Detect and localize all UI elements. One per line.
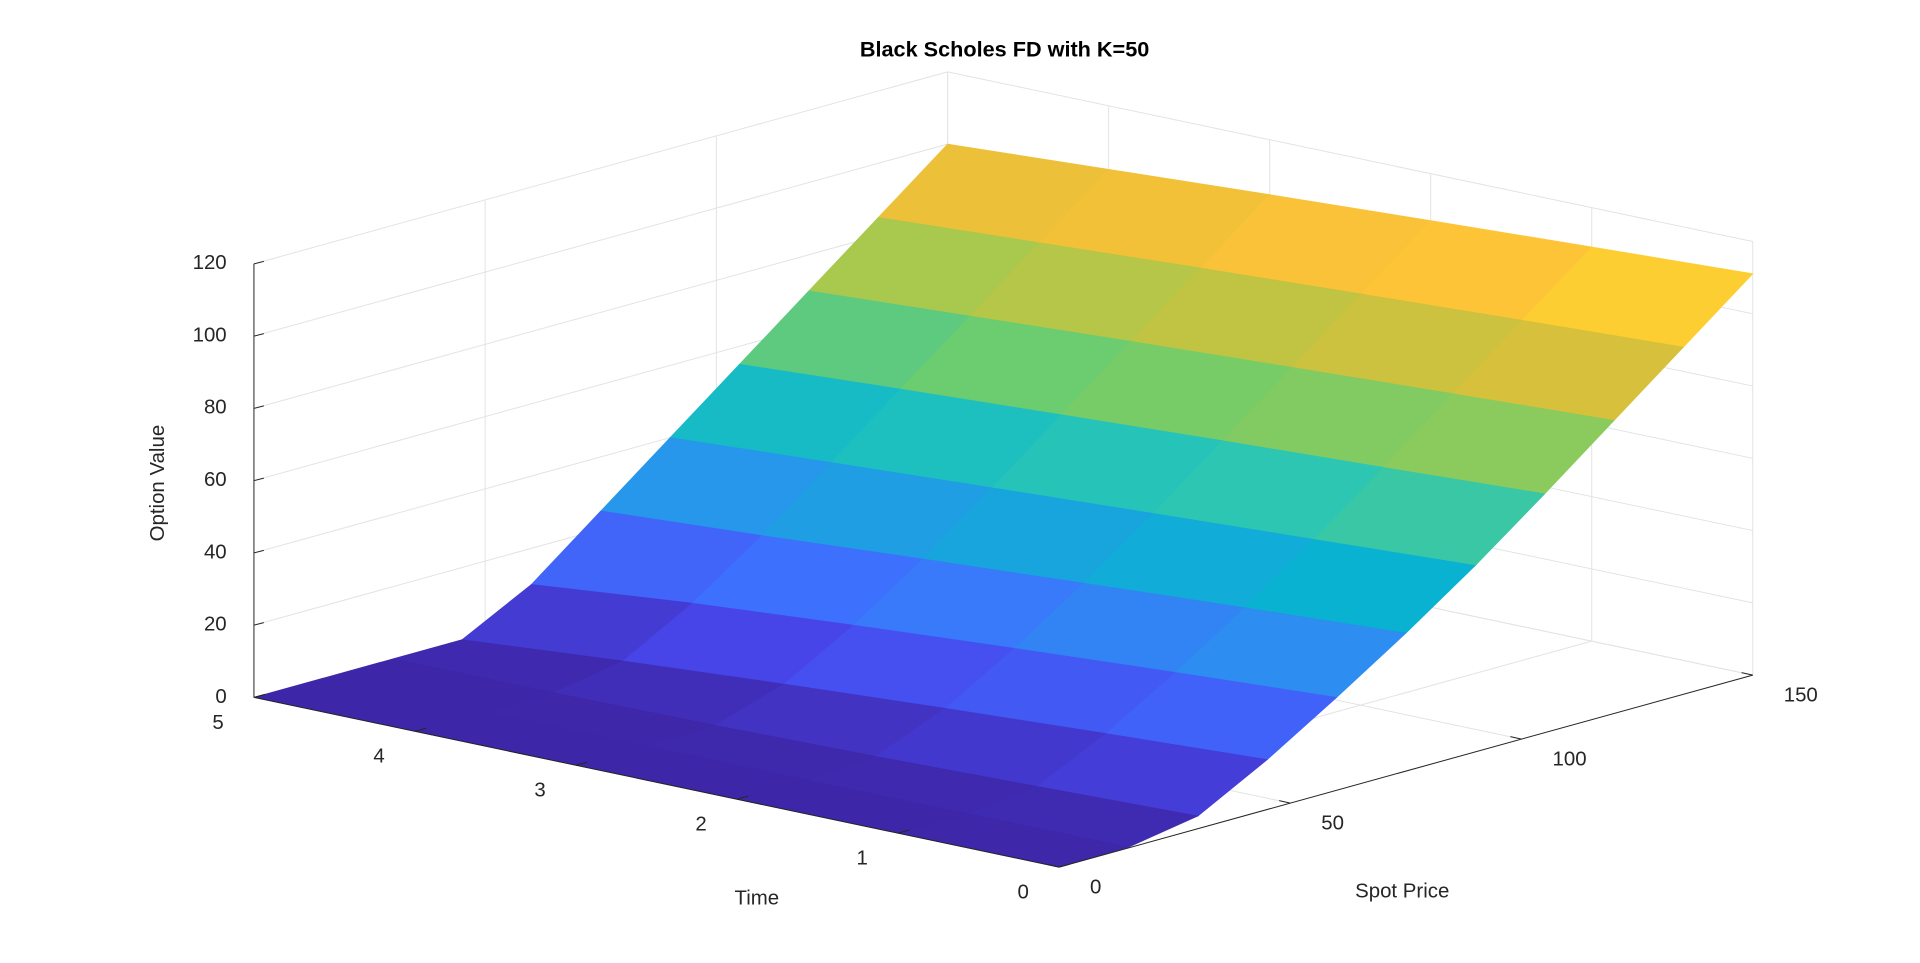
chart-title: Black Scholes FD with K=50 xyxy=(860,37,1149,62)
x-tick xyxy=(1741,672,1753,676)
z-tick-label: 60 xyxy=(204,469,227,491)
z-tick-label: 100 xyxy=(193,324,227,346)
z-tick xyxy=(253,260,264,265)
x-axis-label: Spot Price xyxy=(1355,880,1449,902)
layer xyxy=(253,143,1754,868)
x-tick-label: 50 xyxy=(1321,813,1344,835)
x-tick xyxy=(1279,800,1291,804)
x-tick xyxy=(1510,736,1522,740)
y-tick xyxy=(897,829,910,834)
y-axis-label: Time xyxy=(735,888,780,910)
z-tick xyxy=(253,549,264,554)
z-tick-label: 20 xyxy=(204,614,227,636)
z-tick xyxy=(253,405,264,409)
grid-line xyxy=(253,215,948,409)
x-axis xyxy=(1058,674,1753,868)
y-axis xyxy=(253,696,1060,868)
x-tick xyxy=(1047,864,1060,868)
z-tick xyxy=(253,333,264,337)
y-tick-label: 1 xyxy=(856,848,867,870)
y-tick xyxy=(736,795,749,800)
z-tick-label: 0 xyxy=(215,686,226,708)
y-tick xyxy=(1058,863,1071,868)
plot-area: Black Scholes FD with K=50 Time Spot Pri… xyxy=(147,37,1818,910)
z-tick xyxy=(253,622,264,626)
z-tick-label: 40 xyxy=(204,541,227,563)
y-tick xyxy=(414,727,427,732)
y-tick-label: 2 xyxy=(695,814,706,836)
z-tick-label: 80 xyxy=(204,397,227,419)
y-tick-label: 5 xyxy=(212,712,223,734)
z-axis-label: Option Value xyxy=(147,425,169,542)
z-tick-label: 120 xyxy=(193,252,227,274)
y-tick xyxy=(253,693,266,698)
x-tick-label: 100 xyxy=(1553,749,1587,771)
x-tick-label: 150 xyxy=(1784,685,1818,707)
y-tick xyxy=(575,761,588,766)
x-tick-label: 0 xyxy=(1090,877,1101,899)
y-tick-label: 4 xyxy=(373,746,384,768)
y-tick-label: 0 xyxy=(1017,881,1028,903)
grid-line xyxy=(253,143,948,337)
grid-line xyxy=(947,71,1753,243)
grid-line xyxy=(253,71,948,265)
z-tick xyxy=(253,477,264,482)
y-tick-label: 3 xyxy=(534,780,545,802)
